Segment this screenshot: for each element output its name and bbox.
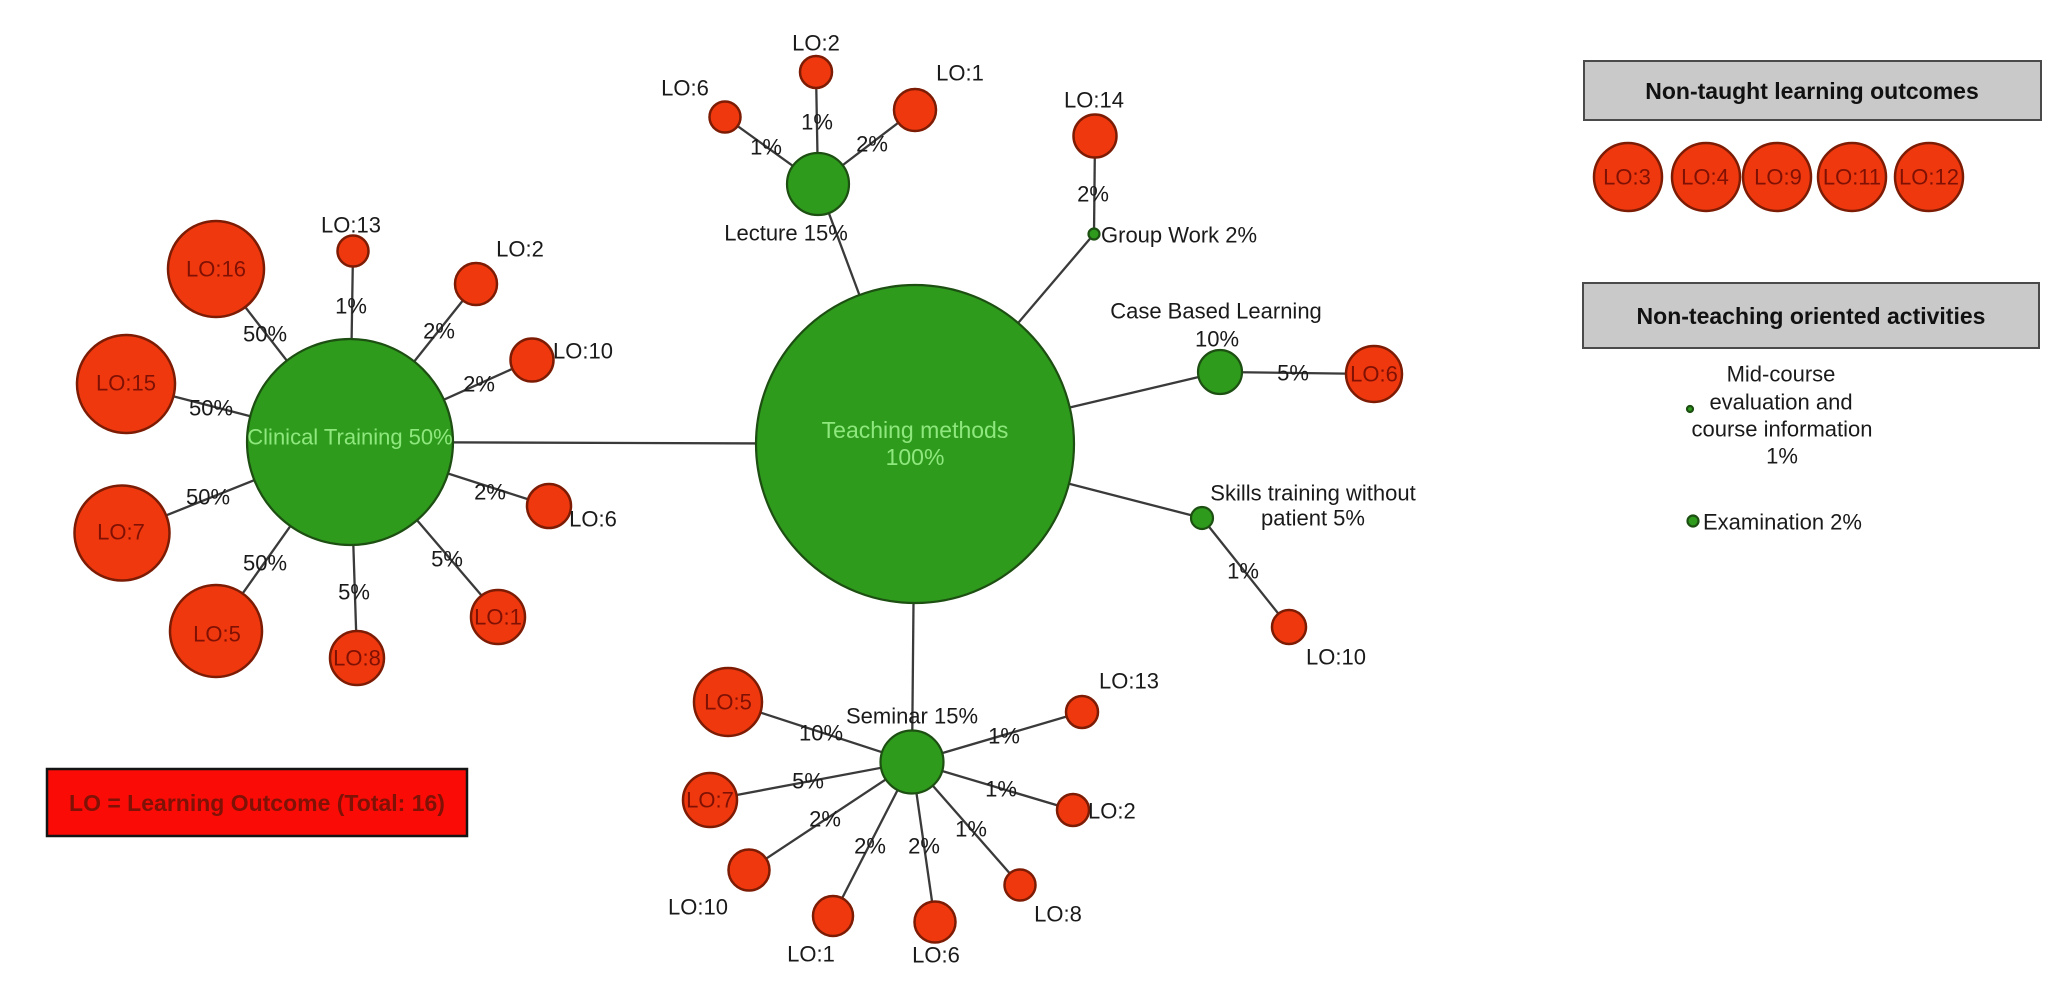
svg-text:Non-teaching oriented activiti: Non-teaching oriented activities	[1637, 303, 1986, 329]
svg-text:50%: 50%	[243, 551, 287, 576]
svg-text:Non-taught learning outcomes: Non-taught learning outcomes	[1645, 78, 1979, 104]
svg-text:50%: 50%	[189, 396, 233, 421]
svg-text:LO:13: LO:13	[1099, 669, 1159, 694]
svg-text:2%: 2%	[856, 132, 888, 157]
svg-text:LO:14: LO:14	[1064, 88, 1124, 113]
svg-text:1%: 1%	[750, 135, 782, 160]
svg-text:5%: 5%	[792, 769, 824, 794]
svg-text:LO:2: LO:2	[792, 31, 840, 56]
svg-text:LO = Learning Outcome (Total:: LO = Learning Outcome (Total: 16)	[69, 790, 445, 816]
svg-text:Skills training without: Skills training without	[1210, 481, 1415, 506]
svg-text:Mid-course: Mid-course	[1727, 362, 1836, 387]
svg-text:LO:11: LO:11	[1823, 165, 1881, 190]
svg-text:LO:15: LO:15	[96, 371, 156, 396]
svg-text:Case Based Learning: Case Based Learning	[1110, 299, 1322, 324]
svg-text:1%: 1%	[988, 724, 1020, 749]
svg-text:LO:10: LO:10	[1306, 645, 1366, 670]
svg-text:LO:6: LO:6	[661, 76, 709, 101]
svg-text:50%: 50%	[243, 322, 287, 347]
svg-text:Examination 2%: Examination 2%	[1703, 510, 1862, 535]
svg-text:2%: 2%	[463, 372, 495, 397]
svg-text:LO:6: LO:6	[569, 507, 617, 532]
svg-text:1%: 1%	[955, 817, 987, 842]
svg-text:1%: 1%	[985, 777, 1017, 802]
svg-text:100%: 100%	[886, 444, 945, 470]
svg-text:LO:1: LO:1	[474, 605, 522, 630]
svg-text:LO:7: LO:7	[686, 788, 734, 813]
svg-text:LO:3: LO:3	[1603, 165, 1651, 190]
svg-text:LO:16: LO:16	[186, 257, 246, 282]
svg-text:5%: 5%	[1277, 361, 1309, 386]
svg-text:2%: 2%	[1077, 182, 1109, 207]
svg-text:2%: 2%	[809, 807, 841, 832]
svg-text:LO:2: LO:2	[496, 237, 544, 262]
svg-text:Seminar 15%: Seminar 15%	[846, 704, 978, 729]
svg-text:10%: 10%	[1195, 327, 1239, 352]
svg-text:LO:13: LO:13	[321, 213, 381, 238]
svg-text:LO:10: LO:10	[553, 339, 613, 364]
svg-text:1%: 1%	[335, 294, 367, 319]
svg-text:LO:7: LO:7	[97, 520, 145, 545]
svg-text:LO:5: LO:5	[704, 690, 752, 715]
svg-text:2%: 2%	[854, 834, 886, 859]
svg-text:LO:9: LO:9	[1754, 165, 1802, 190]
svg-text:LO:8: LO:8	[1034, 902, 1082, 927]
svg-text:2%: 2%	[908, 834, 940, 859]
svg-text:Lecture 15%: Lecture 15%	[724, 221, 848, 246]
svg-text:Group Work 2%: Group Work 2%	[1101, 223, 1257, 248]
svg-text:LO:1: LO:1	[936, 61, 984, 86]
svg-text:LO:2: LO:2	[1088, 799, 1136, 824]
svg-text:LO:8: LO:8	[333, 646, 381, 671]
svg-text:1%: 1%	[1766, 444, 1798, 469]
svg-text:patient 5%: patient 5%	[1261, 506, 1365, 531]
svg-text:LO:10: LO:10	[668, 895, 728, 920]
svg-text:LO:1: LO:1	[787, 942, 835, 967]
svg-text:5%: 5%	[338, 580, 370, 605]
svg-text:Clinical Training 50%: Clinical Training 50%	[247, 425, 452, 450]
svg-text:LO:5: LO:5	[193, 622, 241, 647]
svg-text:2%: 2%	[423, 319, 455, 344]
svg-text:Teaching methods: Teaching methods	[822, 417, 1009, 443]
svg-text:LO:6: LO:6	[1350, 362, 1398, 387]
svg-text:10%: 10%	[799, 721, 843, 746]
svg-text:50%: 50%	[186, 485, 230, 510]
svg-text:2%: 2%	[474, 480, 506, 505]
svg-text:LO:6: LO:6	[912, 943, 960, 968]
svg-text:1%: 1%	[801, 110, 833, 135]
svg-text:LO:4: LO:4	[1681, 165, 1729, 190]
svg-text:evaluation and: evaluation and	[1709, 390, 1852, 415]
svg-text:5%: 5%	[431, 547, 463, 572]
svg-text:LO:12: LO:12	[1899, 165, 1959, 190]
svg-text:course information: course information	[1692, 417, 1873, 442]
svg-text:1%: 1%	[1227, 559, 1259, 584]
